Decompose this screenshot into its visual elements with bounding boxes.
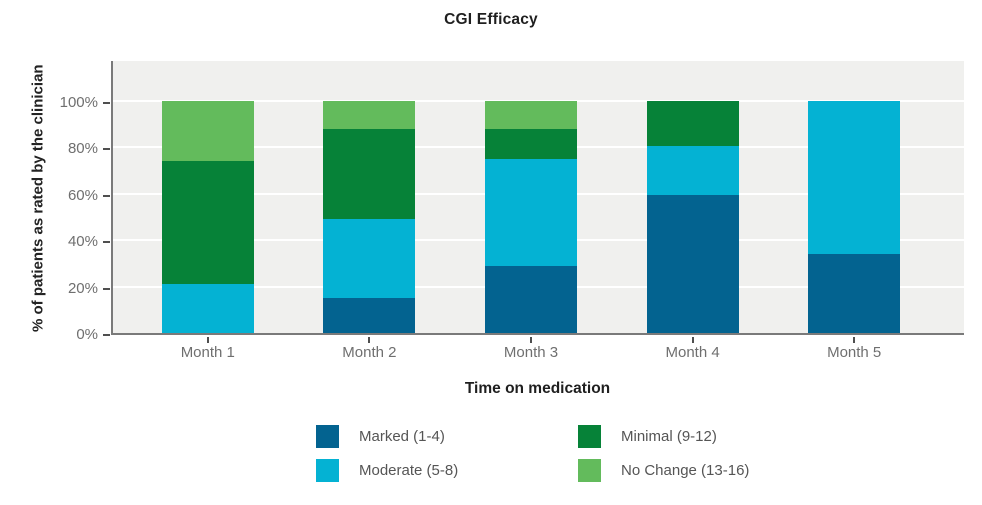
legend-column-2: Minimal (9-12) No Change (13-16) (578, 425, 749, 493)
bar-month-5 (773, 101, 935, 333)
bar-month-1 (127, 101, 289, 333)
chart-title: CGI Efficacy (444, 11, 538, 28)
segment-month-2-moderate-5-8[interactable] (323, 219, 416, 299)
y-tick-label-100: 100% (59, 94, 98, 111)
x-tick-mark-month-2 (368, 337, 371, 343)
legend-label-moderate-5-8: Moderate (5-8) (359, 462, 459, 479)
x-axis-title: Time on medication (464, 380, 611, 397)
legend-label-minimal-9-12: Minimal (9-12) (621, 428, 717, 445)
y-tick-label-40: 40% (67, 233, 98, 251)
segment-month-5-moderate-5-8[interactable] (808, 101, 901, 255)
y-tick-mark-0 (103, 334, 110, 336)
legend-swatch-minimal-9-12 (578, 425, 601, 448)
y-tick-mark-80 (103, 148, 110, 151)
segment-month-2-marked-1-4[interactable] (323, 298, 416, 333)
segment-month-4-minimal-9-12[interactable] (646, 101, 739, 147)
y-tick-label-60: 60% (67, 186, 98, 204)
legend-swatch-no-change-13-16 (578, 459, 601, 482)
segment-month-3-moderate-5-8[interactable] (484, 159, 577, 266)
segment-month-5-marked-1-4[interactable] (808, 254, 901, 333)
bar-month-3 (450, 101, 612, 333)
segment-month-4-moderate-5-8[interactable] (646, 146, 739, 195)
x-tick-mark-month-1 (206, 337, 209, 343)
x-tick-mark-month-3 (530, 337, 532, 343)
segment-month-4-marked-1-4[interactable] (646, 194, 739, 333)
x-label-month-5: Month 5 (827, 344, 882, 361)
legend-label-marked-1-4: Marked (1-4) (359, 428, 445, 445)
bar-month-2 (289, 101, 451, 333)
y-tick-mark-20 (103, 287, 110, 290)
x-label-month-4: Month 4 (665, 344, 720, 361)
y-tick-label-80: 80% (67, 140, 98, 158)
x-label-month-1: Month 1 (180, 344, 235, 361)
segment-month-3-minimal-9-12[interactable] (484, 128, 577, 160)
y-tick-mark-40 (103, 241, 110, 244)
y-tick-label-20: 20% (67, 279, 98, 297)
x-tick-mark-month-5 (853, 337, 856, 343)
bar-month-4 (612, 101, 774, 333)
segment-month-3-marked-1-4[interactable] (484, 265, 577, 333)
gridline-100 (113, 100, 964, 102)
x-label-month-3: Month 3 (503, 344, 559, 361)
legend-column-1: Marked (1-4) Moderate (5-8) (316, 425, 458, 493)
bars-layer (127, 101, 935, 333)
segment-month-1-minimal-9-12[interactable] (161, 161, 254, 285)
legend-item-no-change-13-16: No Change (13-16) (578, 459, 749, 482)
segment-month-2-minimal-9-12[interactable] (323, 128, 416, 220)
legend-swatch-marked-1-4 (316, 425, 339, 448)
legend-item-marked-1-4: Marked (1-4) (316, 425, 458, 448)
plot-area (111, 61, 964, 335)
segment-month-2-no-change-13-16[interactable] (323, 101, 416, 129)
y-tick-mark-60 (103, 194, 110, 197)
y-tick-label-0: 0% (76, 326, 98, 343)
legend-item-minimal-9-12: Minimal (9-12) (578, 425, 749, 448)
y-tick-mark-100 (103, 102, 110, 104)
segment-month-1-no-change-13-16[interactable] (161, 101, 254, 162)
x-tick-mark-month-4 (691, 337, 694, 343)
legend-swatch-moderate-5-8 (316, 459, 339, 482)
legend-item-moderate-5-8: Moderate (5-8) (316, 459, 458, 482)
segment-month-1-moderate-5-8[interactable] (161, 284, 254, 333)
segment-month-3-no-change-13-16[interactable] (484, 101, 577, 129)
x-label-month-2: Month 2 (342, 344, 397, 361)
legend-label-no-change-13-16: No Change (13-16) (621, 462, 750, 479)
